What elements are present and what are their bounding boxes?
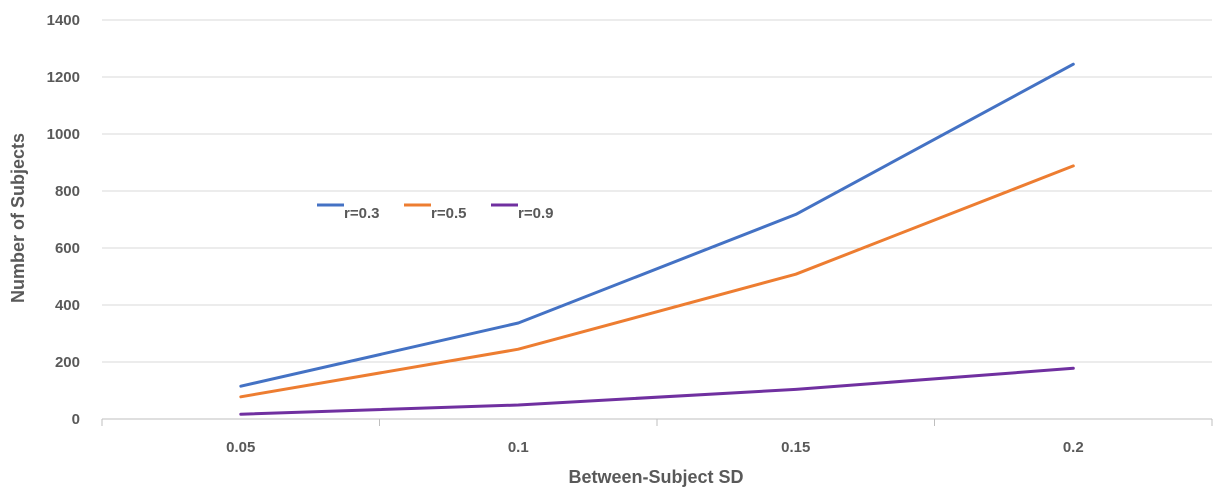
y-tick-label: 1000 bbox=[47, 126, 80, 143]
x-tick-label: 0.15 bbox=[781, 439, 810, 456]
x-axis-title: Between-Subject SD bbox=[568, 467, 743, 487]
x-axis-tick-labels: 0.05 0.1 0.15 0.2 bbox=[226, 439, 1084, 456]
x-tick-label: 0.1 bbox=[508, 439, 529, 456]
x-tick-label: 0.05 bbox=[226, 439, 255, 456]
legend-label: r=0.9 bbox=[518, 205, 553, 222]
legend: r=0.3 r=0.5 r=0.9 bbox=[317, 203, 553, 222]
y-tick-label: 200 bbox=[55, 354, 80, 371]
y-axis-tick-labels: 0 200 400 600 800 1000 1200 1400 bbox=[47, 12, 80, 428]
legend-label: r=0.5 bbox=[431, 205, 466, 222]
series-line-3 bbox=[239, 366, 1075, 416]
y-tick-label: 1200 bbox=[47, 69, 80, 86]
y-axis-title: Number of Subjects bbox=[8, 133, 28, 303]
y-tick-label: 0 bbox=[72, 411, 80, 428]
x-axis bbox=[101, 418, 1213, 426]
series-line-1 bbox=[239, 62, 1075, 388]
x-tick-label: 0.2 bbox=[1063, 439, 1084, 456]
gridlines bbox=[102, 19, 1212, 363]
series-line-2 bbox=[239, 164, 1075, 399]
y-tick-label: 600 bbox=[55, 240, 80, 257]
y-tick-label: 800 bbox=[55, 183, 80, 200]
series-lines bbox=[239, 62, 1075, 416]
y-tick-label: 400 bbox=[55, 297, 80, 314]
legend-label: r=0.3 bbox=[344, 205, 379, 222]
y-tick-label: 1400 bbox=[47, 12, 80, 29]
